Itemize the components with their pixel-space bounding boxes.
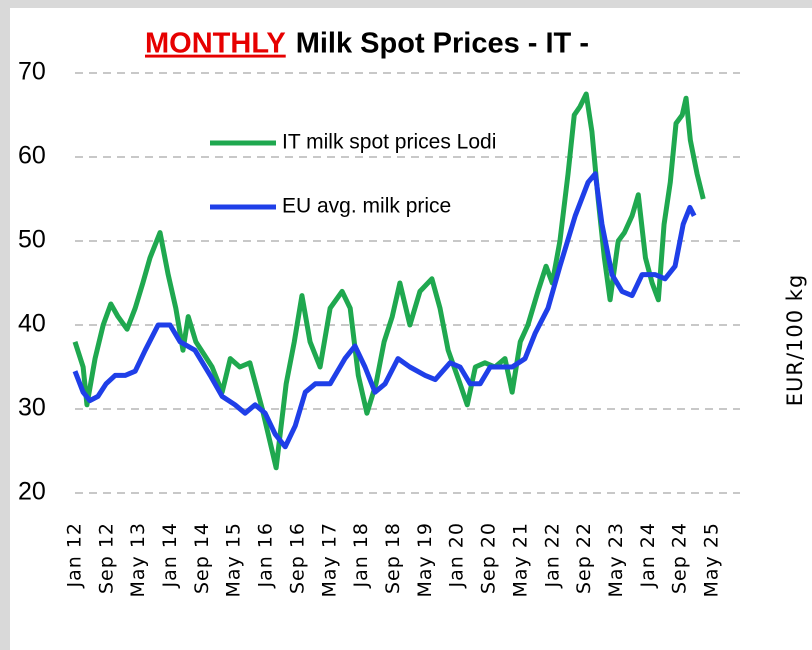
x-tick-label: Sep 14 xyxy=(191,522,213,594)
y-tick-label: 60 xyxy=(18,142,46,170)
y-tick-label: 70 xyxy=(18,58,46,86)
x-tick-label: Jan 18 xyxy=(350,522,372,589)
y-tick-label: 20 xyxy=(18,478,46,506)
y-tick-label: 40 xyxy=(18,310,46,338)
x-tick-label: Jan 14 xyxy=(159,522,181,589)
x-tick-label: Jan 12 xyxy=(64,522,86,589)
x-tick-label: May 17 xyxy=(318,522,340,598)
x-tick-label: May 25 xyxy=(701,522,723,598)
x-tick-label: Jan 16 xyxy=(255,522,277,589)
chart-title: Milk Spot Prices - IT - xyxy=(296,28,589,60)
x-tick-label: May 15 xyxy=(223,522,245,598)
y-axis-label: EUR/100 kg xyxy=(783,274,807,407)
legend-label: IT milk spot prices Lodi xyxy=(282,131,496,154)
x-tick-label: Jan 20 xyxy=(446,522,468,589)
chart-title-highlight: MONTHLY xyxy=(145,28,286,60)
x-tick-label: Jan 22 xyxy=(541,522,563,589)
x-tick-label: May 13 xyxy=(127,522,149,598)
x-tick-label: Sep 16 xyxy=(286,522,308,594)
x-tick-label: May 19 xyxy=(414,522,436,598)
series-line xyxy=(72,171,697,450)
legend-label: EU avg. milk price xyxy=(282,195,451,218)
x-tick-label: Sep 22 xyxy=(573,522,595,594)
y-tick-label: 30 xyxy=(18,394,46,422)
x-tick-label: May 21 xyxy=(509,522,531,598)
x-tick-label: Sep 20 xyxy=(478,522,500,594)
series-line xyxy=(72,91,706,471)
y-tick-label: 50 xyxy=(18,226,46,254)
plot-background xyxy=(10,8,812,650)
x-tick-label: Jan 24 xyxy=(637,522,659,589)
x-tick-label: Sep 12 xyxy=(95,522,117,594)
x-tick-label: May 23 xyxy=(605,522,627,598)
x-tick-label: Sep 18 xyxy=(382,522,404,594)
x-tick-label: Sep 24 xyxy=(669,522,691,594)
